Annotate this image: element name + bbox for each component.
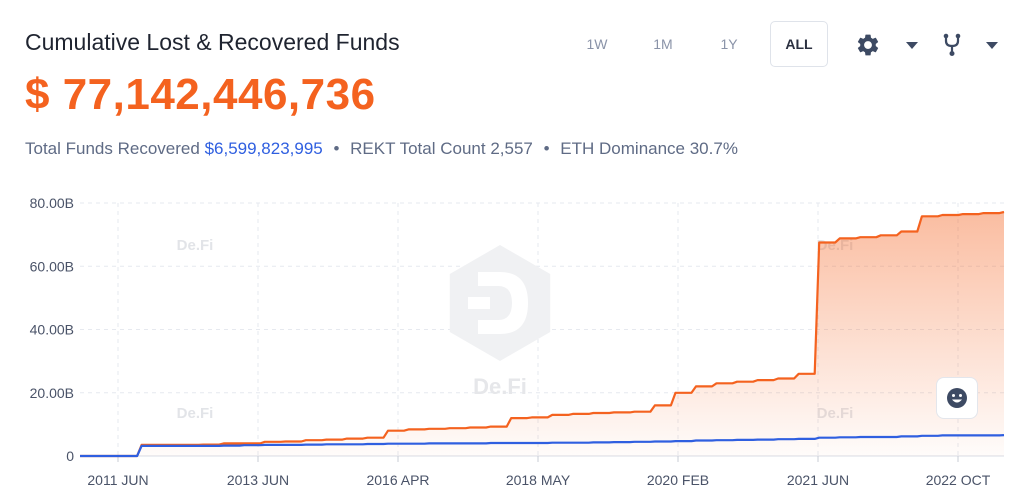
x-tick-label: 2021 JUN xyxy=(787,472,849,488)
recovered-value: $6,599,823,995 xyxy=(204,139,323,158)
range-1m-button[interactable]: 1M xyxy=(653,36,673,52)
watermark-logo-icon xyxy=(449,245,551,361)
y-tick-label: 20.00B xyxy=(30,385,74,401)
watermark-text: De.Fi xyxy=(177,237,214,254)
lost-series-line xyxy=(80,210,1005,458)
x-tick-label: 2011 JUN xyxy=(87,472,148,488)
lost-area-fill xyxy=(80,212,1004,456)
watermark-logo-mark xyxy=(468,297,490,309)
watermark-text: De.Fi xyxy=(177,405,214,422)
caret-down-icon xyxy=(906,41,918,49)
fork-dropdown-button[interactable] xyxy=(978,30,1006,60)
y-axis: 0 20.00B 40.00B 60.00B 80.00B xyxy=(30,195,75,464)
total-lost-value: $ 77,142,446,736 xyxy=(25,70,376,119)
eth-dominance: ETH Dominance 30.7% xyxy=(560,139,738,158)
gear-icon xyxy=(857,34,879,56)
x-tick-label: 2018 MAY xyxy=(506,472,571,488)
stats-separator: • xyxy=(543,139,550,158)
range-1w-button[interactable]: 1W xyxy=(586,36,608,52)
x-tick-label: 2022 OCT xyxy=(926,472,991,488)
caret-down-icon xyxy=(986,41,998,49)
x-tick-label: 2020 FEB xyxy=(647,472,709,488)
range-selector: 1W 1M 1Y ALL xyxy=(572,21,828,67)
watermark-logo-mark xyxy=(478,272,528,334)
smiley-icon xyxy=(947,388,967,408)
x-tick-label: 2016 APR xyxy=(366,472,429,488)
x-tick-label: 2013 JUN xyxy=(227,472,289,488)
feedback-button[interactable] xyxy=(936,377,978,419)
chart-series xyxy=(80,210,1005,458)
range-1y-button[interactable]: 1Y xyxy=(720,36,738,52)
watermark-text: De.Fi xyxy=(473,374,527,399)
settings-button[interactable] xyxy=(852,30,884,60)
fork-button[interactable] xyxy=(938,30,966,60)
chart-title: Cumulative Lost & Recovered Funds xyxy=(25,29,400,55)
rekt-count: REKT Total Count 2,557 xyxy=(350,139,533,158)
lost-recovered-chart: 0 20.00B 40.00B 60.00B 80.00B 2011 JUN 2013 J… xyxy=(30,195,1005,488)
y-tick-label: 0 xyxy=(66,448,74,464)
recovered-label: Total Funds Recovered xyxy=(25,139,200,158)
settings-dropdown-button[interactable] xyxy=(898,30,926,60)
y-tick-label: 40.00B xyxy=(30,322,74,338)
chart-toolbar xyxy=(852,30,1006,60)
y-tick-label: 60.00B xyxy=(30,258,74,274)
stats-separator: • xyxy=(333,139,340,158)
fork-icon xyxy=(943,33,961,56)
range-all-button[interactable]: ALL xyxy=(770,21,828,67)
y-tick-label: 80.00B xyxy=(30,195,74,211)
recovered-series-line xyxy=(80,434,1005,458)
stats-line: Total Funds Recovered $6,599,823,995 • R… xyxy=(25,139,738,159)
x-axis: 2011 JUN 2013 JUN 2016 APR 2018 MAY 2020 FEB… xyxy=(80,455,1004,488)
